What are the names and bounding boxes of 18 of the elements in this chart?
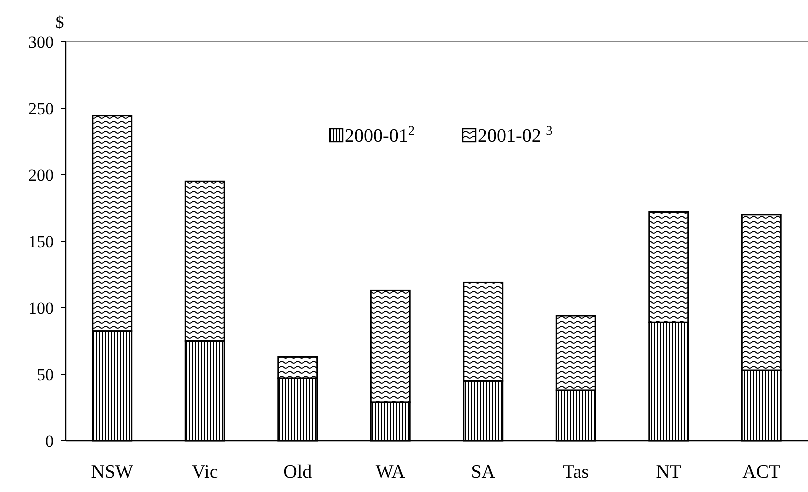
y-tick-label: 250 (28, 99, 54, 118)
x-tick-label: NSW (91, 462, 134, 483)
x-tick-label: SA (471, 462, 496, 483)
x-tick-label: WA (376, 462, 406, 483)
legend-label: 2000-01$^{2}$ (345, 122, 415, 147)
x-tick-label: Old (284, 462, 313, 483)
x-tick-label: ACT (742, 462, 782, 483)
y-tick-label: 200 (28, 166, 54, 185)
legend-label: 2001-02 $^{3}$ (478, 122, 554, 147)
x-tick-label: NT (656, 462, 682, 483)
x-tick-label: Tas (563, 462, 590, 483)
y-tick-label: 100 (28, 298, 54, 318)
y-tick-label: 300 (28, 32, 54, 52)
y-tick-label: 50 (37, 365, 54, 384)
x-tick-label: Vic (192, 462, 218, 483)
y-tick-label: 150 (28, 232, 54, 252)
y-tick-label: 0 (46, 432, 54, 451)
y-axis-title: $ (56, 13, 64, 32)
